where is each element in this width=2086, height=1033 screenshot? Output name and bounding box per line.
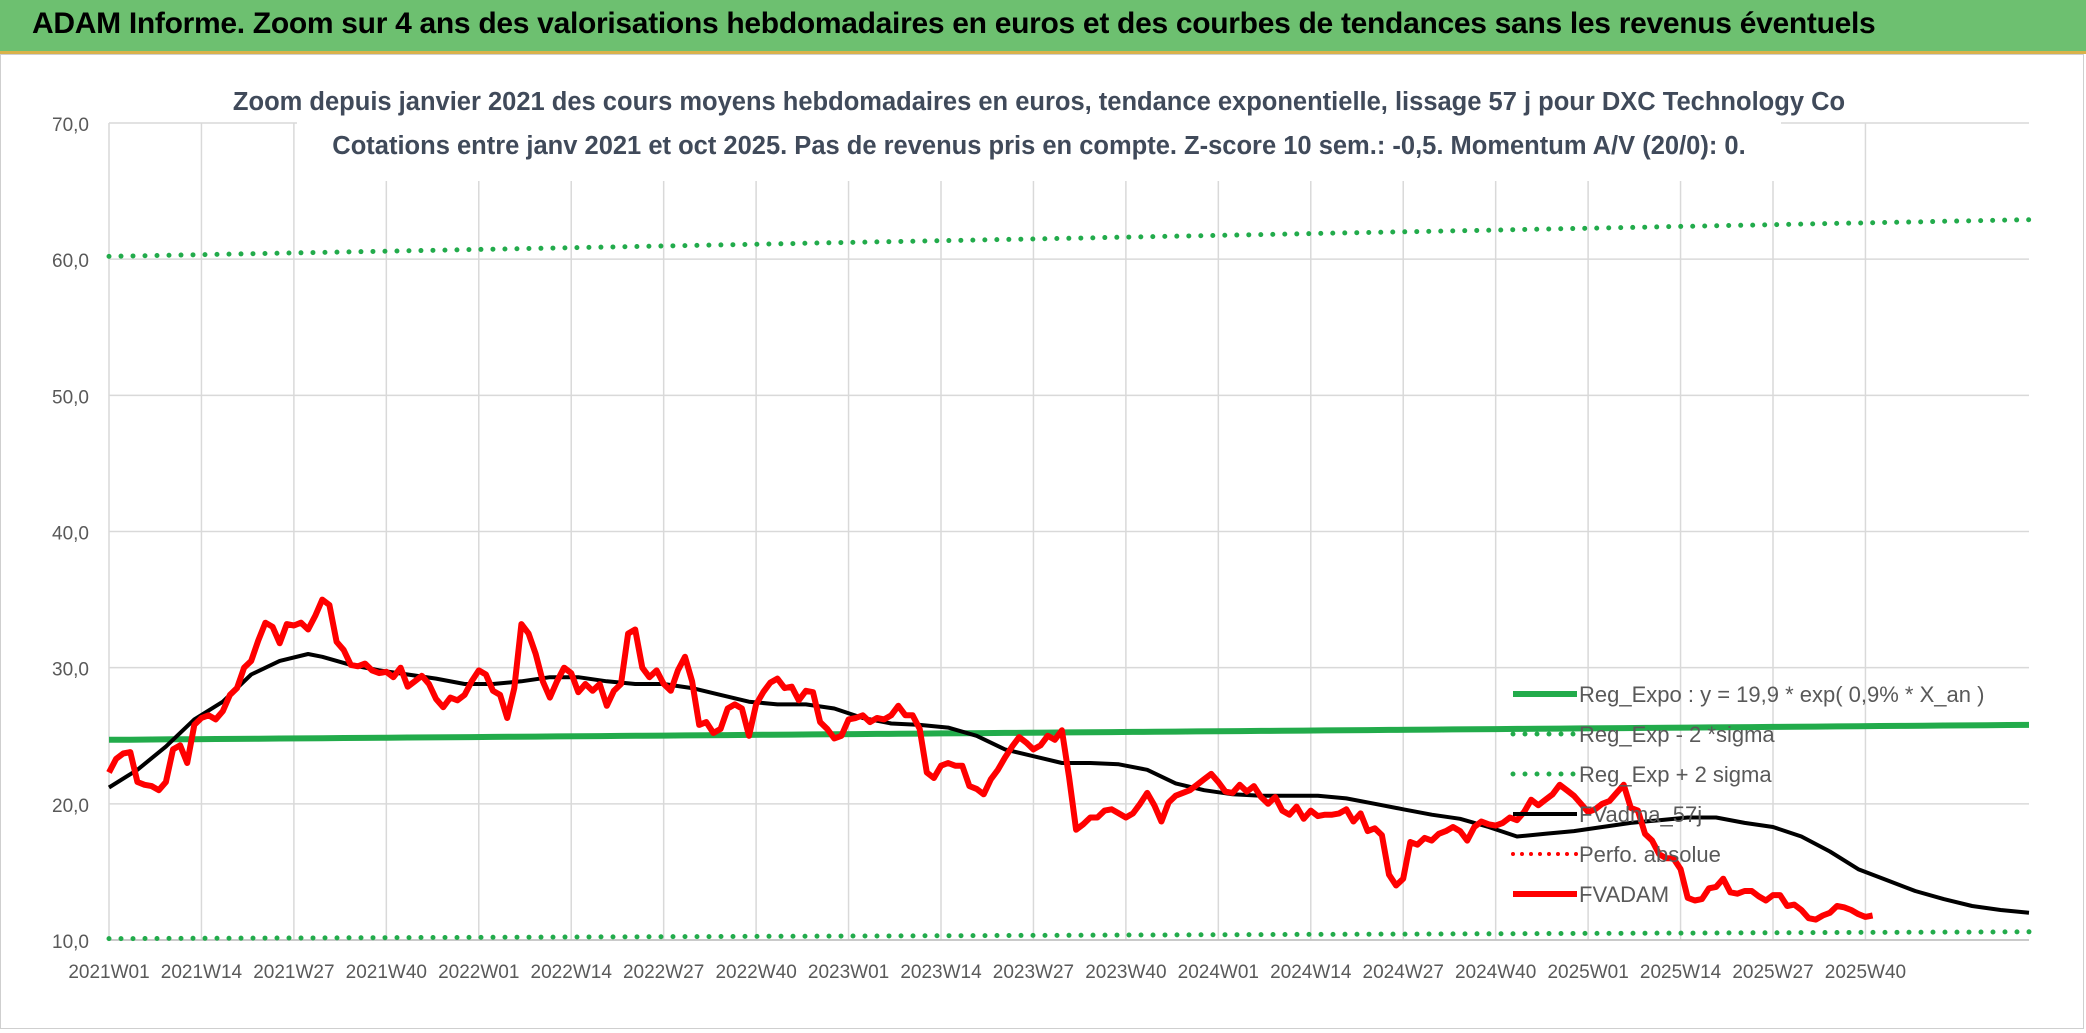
legend: Reg_Expo : y = 19,9 * exp( 0,9% * X_an )… <box>1510 682 1984 907</box>
x-tick-label: 2024W14 <box>1270 962 1352 983</box>
x-tick-label: 2021W14 <box>161 962 243 983</box>
x-tick-label: 2022W27 <box>623 962 704 983</box>
legend-label: Reg_Exp - 2 *sigma <box>1579 722 1775 747</box>
x-tick-label: 2021W01 <box>68 962 149 983</box>
series-lines <box>106 217 2032 942</box>
series-line-5 <box>106 596 1874 923</box>
x-tick-label: 2024W40 <box>1455 962 1536 983</box>
y-tick-label: 70,0 <box>52 115 89 136</box>
x-tick-label: 2023W40 <box>1085 962 1166 983</box>
y-tick-label: 20,0 <box>52 796 89 817</box>
gridlines <box>108 122 2029 941</box>
x-tick-label: 2023W27 <box>993 962 1074 983</box>
y-tick-label: 60,0 <box>52 251 89 272</box>
x-tick-label: 2025W40 <box>1825 962 1906 983</box>
report-title: ADAM Informe. Zoom sur 4 ans des valoris… <box>32 7 1876 40</box>
x-tick-label: 2021W40 <box>346 962 427 983</box>
y-tick-label: 10,0 <box>52 932 89 953</box>
x-tick-label: 2022W14 <box>531 962 613 983</box>
x-tick-label: 2024W27 <box>1363 962 1444 983</box>
x-tick-label: 2023W01 <box>808 962 889 983</box>
x-tick-label: 2024W01 <box>1178 962 1259 983</box>
x-tick-label: 2025W01 <box>1547 962 1628 983</box>
y-tick-label: 50,0 <box>52 387 89 408</box>
title-backdrop <box>297 73 1781 181</box>
y-axis-ticks: 10,0 20,0 30,0 40,0 50,0 60,0 70,0 <box>52 115 89 953</box>
series-line-0 <box>108 721 2030 743</box>
x-tick-label: 2025W27 <box>1732 962 1813 983</box>
chart-title: Zoom depuis janvier 2021 des cours moyen… <box>233 88 1845 116</box>
legend-label: Reg_Exp + 2 sigma <box>1579 762 1772 787</box>
series-line-2 <box>106 217 2032 259</box>
x-tick-label: 2023W14 <box>900 962 982 983</box>
x-axis-ticks: 2021W01 2021W14 2021W27 2021W40 2022W01 2022W… <box>68 962 1906 983</box>
legend-label: FVADAM <box>1579 882 1669 907</box>
chart-frame: 10,0 20,0 30,0 40,0 50,0 60,0 70,0 2021W01 2021… <box>0 54 2084 1029</box>
x-tick-label: 2021W27 <box>253 962 334 983</box>
y-tick-label: 30,0 <box>52 660 89 681</box>
report-banner: ADAM Informe. Zoom sur 4 ans des valoris… <box>0 0 2086 54</box>
legend-label: Perfo. absolue <box>1579 842 1721 867</box>
x-tick-label: 2022W01 <box>438 962 519 983</box>
x-tick-label: 2022W40 <box>715 962 796 983</box>
legend-label: Reg_Expo : y = 19,9 * exp( 0,9% * X_an ) <box>1579 682 1984 707</box>
y-tick-label: 40,0 <box>52 524 89 545</box>
chart-subtitle: Cotations entre janv 2021 et oct 2025. P… <box>332 132 1745 160</box>
legend-label: FVadma_57j <box>1579 802 1702 827</box>
series-line-1 <box>106 929 2032 942</box>
line-chart: 10,020,030,040,050,060,070,0 2021W01 2021… <box>52 73 2032 983</box>
x-tick-label: 2025W14 <box>1640 962 1722 983</box>
